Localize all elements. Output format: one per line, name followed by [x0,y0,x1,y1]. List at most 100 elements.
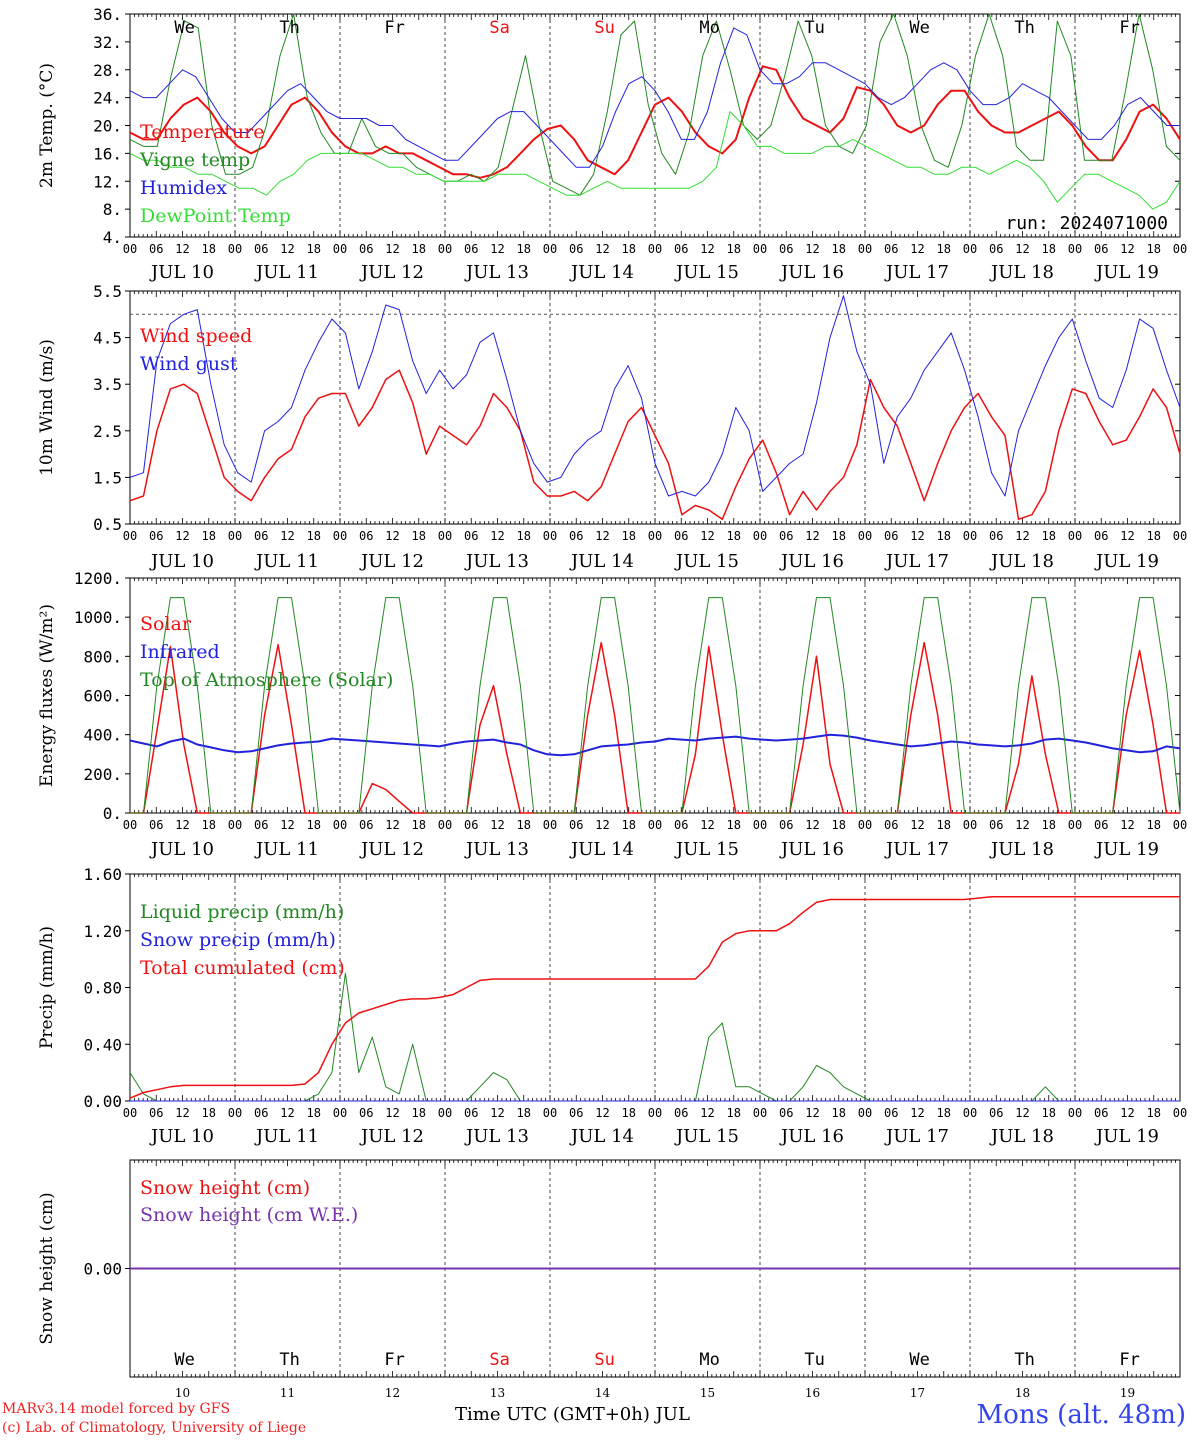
hour-tick-label: 00 [1068,242,1082,256]
hour-tick-label: 12 [700,1106,714,1120]
y-tick-label: 4.5 [93,329,122,348]
date-label: JUL 13 [464,551,529,572]
legend-entry: Snow height (cm W.E.) [140,1204,358,1226]
hour-tick-label: 18 [727,242,741,256]
hour-tick-label: 06 [464,242,478,256]
date-label: JUL 10 [149,839,214,860]
series-line [129,369,1181,521]
date-label: JUL 15 [674,551,739,572]
date-label: JUL 18 [989,551,1054,572]
date-label: JUL 13 [464,839,529,860]
legend-entry: Liquid precip (mm/h) [140,901,344,923]
hour-tick-label: 00 [228,818,242,832]
date-label: JUL 11 [254,551,319,572]
date-label: JUL 13 [464,1126,529,1147]
hour-tick-label: 18 [622,242,636,256]
series-line [129,65,1181,179]
hour-tick-label: 18 [307,1106,321,1120]
credit-line-1: MARv3.14 model forced by GFS [2,1401,231,1417]
weekday-label: Fr [384,1350,404,1370]
date-label: JUL 16 [779,262,844,283]
panel-5: 0.00 Snow height (cm) Snow height (cm) Snow… [37,1159,1181,1400]
hour-tick-label: 00 [123,529,137,543]
hour-tick-label: 18 [517,242,531,256]
hour-tick-label: 00 [963,529,977,543]
y-tick-label: 8. [103,200,122,219]
hour-tick-label: 06 [254,242,268,256]
hour-tick-label: 06 [674,529,688,543]
date-label: JUL 13 [464,262,529,283]
date-label: JUL 10 [149,551,214,572]
model-credits: MARv3.14 model forced by GFS (c) Lab. of… [2,1400,306,1438]
hour-tick-label: 12 [805,1106,819,1120]
date-label: JUL 12 [359,839,424,860]
legend-entry: Wind speed [140,325,252,347]
date-label: JUL 17 [884,1126,949,1147]
legend-entry: Snow precip (mm/h) [140,929,336,951]
hour-tick-label: 00 [648,529,662,543]
date-label: JUL 19 [1094,262,1159,283]
hour-tick-label: 00 [123,818,137,832]
hour-tick-label: 12 [910,242,924,256]
hour-tick-label: 12 [1120,818,1134,832]
hour-tick-label: 18 [307,818,321,832]
hour-tick-label: 18 [727,818,741,832]
hour-tick-label: 00 [1173,1106,1187,1120]
weekday-label: We [909,18,929,38]
weekday-label: Th [1014,18,1034,38]
hour-tick-label: 12 [700,818,714,832]
hour-tick-label: 06 [149,529,163,543]
hour-tick-label: 18 [622,529,636,543]
legend-entry: Total cumulated (cm) [140,957,345,979]
date-label: JUL 19 [1094,1126,1159,1147]
date-label: JUL 12 [359,1126,424,1147]
hour-tick-label: 18 [937,818,951,832]
hour-tick-label: 00 [228,1106,242,1120]
weekday-label: We [909,1350,929,1370]
hour-tick-label: 18 [1147,1106,1161,1120]
date-label: JUL 11 [254,1126,319,1147]
date-label: JUL 19 [1094,839,1159,860]
hour-tick-label: 18 [517,529,531,543]
legend-entry: Top of Atmosphere (Solar) [140,669,393,691]
y-tick-label: 16. [93,144,122,163]
hour-tick-label: 12 [490,1106,504,1120]
hour-tick-label: 12 [805,242,819,256]
y-axis-title: Snow height (cm) [37,1192,57,1344]
hour-tick-label: 12 [700,529,714,543]
hour-tick-label: 18 [202,1106,216,1120]
panel-1: 4. 8. 12. 16. 20. 24. 28. 32. 36. 2m Temp. (°C) Te… [37,5,1187,283]
day-number-label: 19 [1120,1386,1135,1400]
hour-tick-label: 12 [595,818,609,832]
hour-tick-label: 06 [254,1106,268,1120]
day-number-label: 10 [175,1386,190,1400]
hour-tick-label: 18 [412,242,426,256]
hour-tick-label: 18 [832,1106,846,1120]
hour-tick-label: 12 [595,1106,609,1120]
hour-tick-label: 06 [674,818,688,832]
weekday-label: Tu [804,18,824,38]
hour-tick-label: 00 [963,242,977,256]
hour-tick-label: 12 [700,242,714,256]
legend-entry: Wind gust [140,353,238,375]
hour-tick-label: 12 [1015,242,1029,256]
hour-tick-label: 12 [595,529,609,543]
hour-tick-label: 12 [1015,529,1029,543]
hour-tick-label: 00 [228,242,242,256]
y-tick-label: 12. [93,172,122,191]
y-tick-label: 0.00 [83,1260,122,1279]
date-label: JUL 12 [359,551,424,572]
date-label: JUL 18 [989,839,1054,860]
hour-tick-label: 00 [123,1106,137,1120]
date-label: JUL 14 [569,551,634,572]
day-number-label: 15 [700,1386,715,1400]
hour-tick-label: 00 [543,242,557,256]
hour-tick-label: 18 [622,818,636,832]
y-tick-label: 0. [103,804,122,823]
weekday-label: Sa [489,1350,509,1370]
y-tick-label: 24. [93,89,122,108]
hour-tick-label: 00 [1173,529,1187,543]
hour-tick-label: 06 [989,1106,1003,1120]
credit-line-2: (c) Lab. of Climatology, University of L… [2,1420,307,1436]
